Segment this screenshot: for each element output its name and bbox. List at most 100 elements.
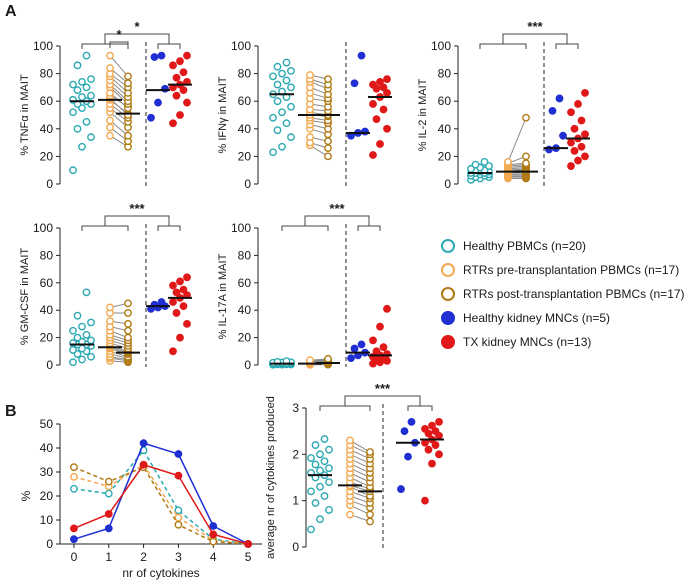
data-point xyxy=(124,319,132,328)
data-point xyxy=(269,148,277,157)
data-point xyxy=(82,288,91,297)
data-point xyxy=(124,299,132,308)
significance-bracket xyxy=(344,395,421,406)
data-point xyxy=(124,79,132,88)
data-point xyxy=(87,318,95,327)
data-point xyxy=(104,524,113,533)
data-point xyxy=(176,57,184,66)
data-point xyxy=(104,489,113,498)
data-point xyxy=(522,159,530,168)
x-tick-label: 5 xyxy=(245,550,252,564)
data-point xyxy=(379,83,388,92)
series-line xyxy=(73,466,249,545)
y-tick-label: 50 xyxy=(40,417,54,431)
data-point xyxy=(69,80,77,89)
data-point xyxy=(324,354,332,363)
data-point xyxy=(369,151,377,159)
data-point xyxy=(174,520,183,529)
data-point xyxy=(73,333,82,342)
data-point xyxy=(369,80,377,89)
data-point xyxy=(209,530,218,539)
data-point xyxy=(316,466,324,475)
legend-label: RTRs post-transplantation PBMCs (n=17) xyxy=(463,287,685,301)
data-point xyxy=(183,319,191,328)
chart-il2: 0 20 40 60 80 100 % IL-2 in MAIT *** xyxy=(417,19,590,191)
significance-label: * xyxy=(134,19,140,34)
y-axis-label: % IL-17A in MAIT xyxy=(217,253,229,339)
significance-bracket xyxy=(479,43,527,49)
y-axis-label: % xyxy=(19,490,33,501)
data-point xyxy=(278,142,286,151)
y-tick-label: 3 xyxy=(292,401,299,415)
data-point xyxy=(567,162,575,170)
data-point xyxy=(73,86,82,95)
y-tick-label: 20 xyxy=(438,149,452,163)
data-point xyxy=(424,445,433,454)
data-point xyxy=(307,454,315,462)
chart-gmcsf: 0 20 40 60 80 100 % GM-CSF in MAIT *** xyxy=(19,201,192,372)
data-point xyxy=(106,64,114,72)
data-point xyxy=(306,356,314,365)
data-point xyxy=(346,436,354,445)
significance-label: *** xyxy=(129,201,145,216)
data-point xyxy=(471,160,480,169)
data-point xyxy=(324,152,332,161)
data-point xyxy=(104,510,113,518)
y-tick-label: 60 xyxy=(40,94,54,108)
data-point xyxy=(273,97,282,106)
data-point xyxy=(244,540,252,548)
data-point xyxy=(282,119,291,128)
data-point xyxy=(369,100,377,108)
data-point xyxy=(325,464,333,473)
data-point xyxy=(179,68,188,77)
legend-label: Healthy PBMCs (n=20) xyxy=(463,239,586,253)
y-tick-label: 0 xyxy=(244,358,251,372)
data-point xyxy=(574,156,582,165)
legend-marker xyxy=(441,311,455,325)
y-tick-label: 20 xyxy=(238,149,252,163)
data-point xyxy=(376,77,384,86)
data-point xyxy=(311,499,320,507)
data-point xyxy=(174,471,183,480)
data-point xyxy=(82,330,91,339)
data-point xyxy=(311,441,320,449)
data-point xyxy=(174,513,183,522)
significance-label: *** xyxy=(329,201,345,216)
data-point xyxy=(150,53,159,61)
data-point xyxy=(407,417,416,426)
data-point xyxy=(324,137,332,146)
data-point xyxy=(383,304,391,313)
series-line xyxy=(73,449,249,545)
data-point xyxy=(273,80,282,89)
y-axis-label: % IFNγ in MAIT xyxy=(217,76,229,153)
data-point xyxy=(379,343,388,352)
y-tick-label: 60 xyxy=(238,94,252,108)
significance-bracket xyxy=(81,43,129,49)
x-tick-label: 2 xyxy=(140,550,147,564)
data-point xyxy=(306,71,314,79)
data-point xyxy=(172,91,181,100)
y-tick-label: 40 xyxy=(238,122,252,136)
data-point xyxy=(87,75,95,84)
data-point xyxy=(306,133,314,141)
data-point xyxy=(78,93,86,101)
data-point xyxy=(176,111,184,119)
paired-line xyxy=(109,120,129,137)
data-point xyxy=(183,51,191,60)
series-line xyxy=(73,463,249,545)
data-point xyxy=(376,322,384,331)
significance-bracket xyxy=(555,43,579,49)
data-point xyxy=(347,354,355,363)
data-point xyxy=(78,142,86,151)
y-tick-label: 100 xyxy=(33,221,53,235)
data-point xyxy=(183,98,191,107)
data-point xyxy=(400,427,409,436)
data-point xyxy=(307,487,315,496)
data-point xyxy=(183,273,191,282)
data-point xyxy=(70,484,78,493)
data-point xyxy=(282,76,291,85)
data-point xyxy=(357,51,366,60)
data-point xyxy=(82,118,91,126)
data-point xyxy=(106,123,114,132)
data-point xyxy=(82,83,91,92)
